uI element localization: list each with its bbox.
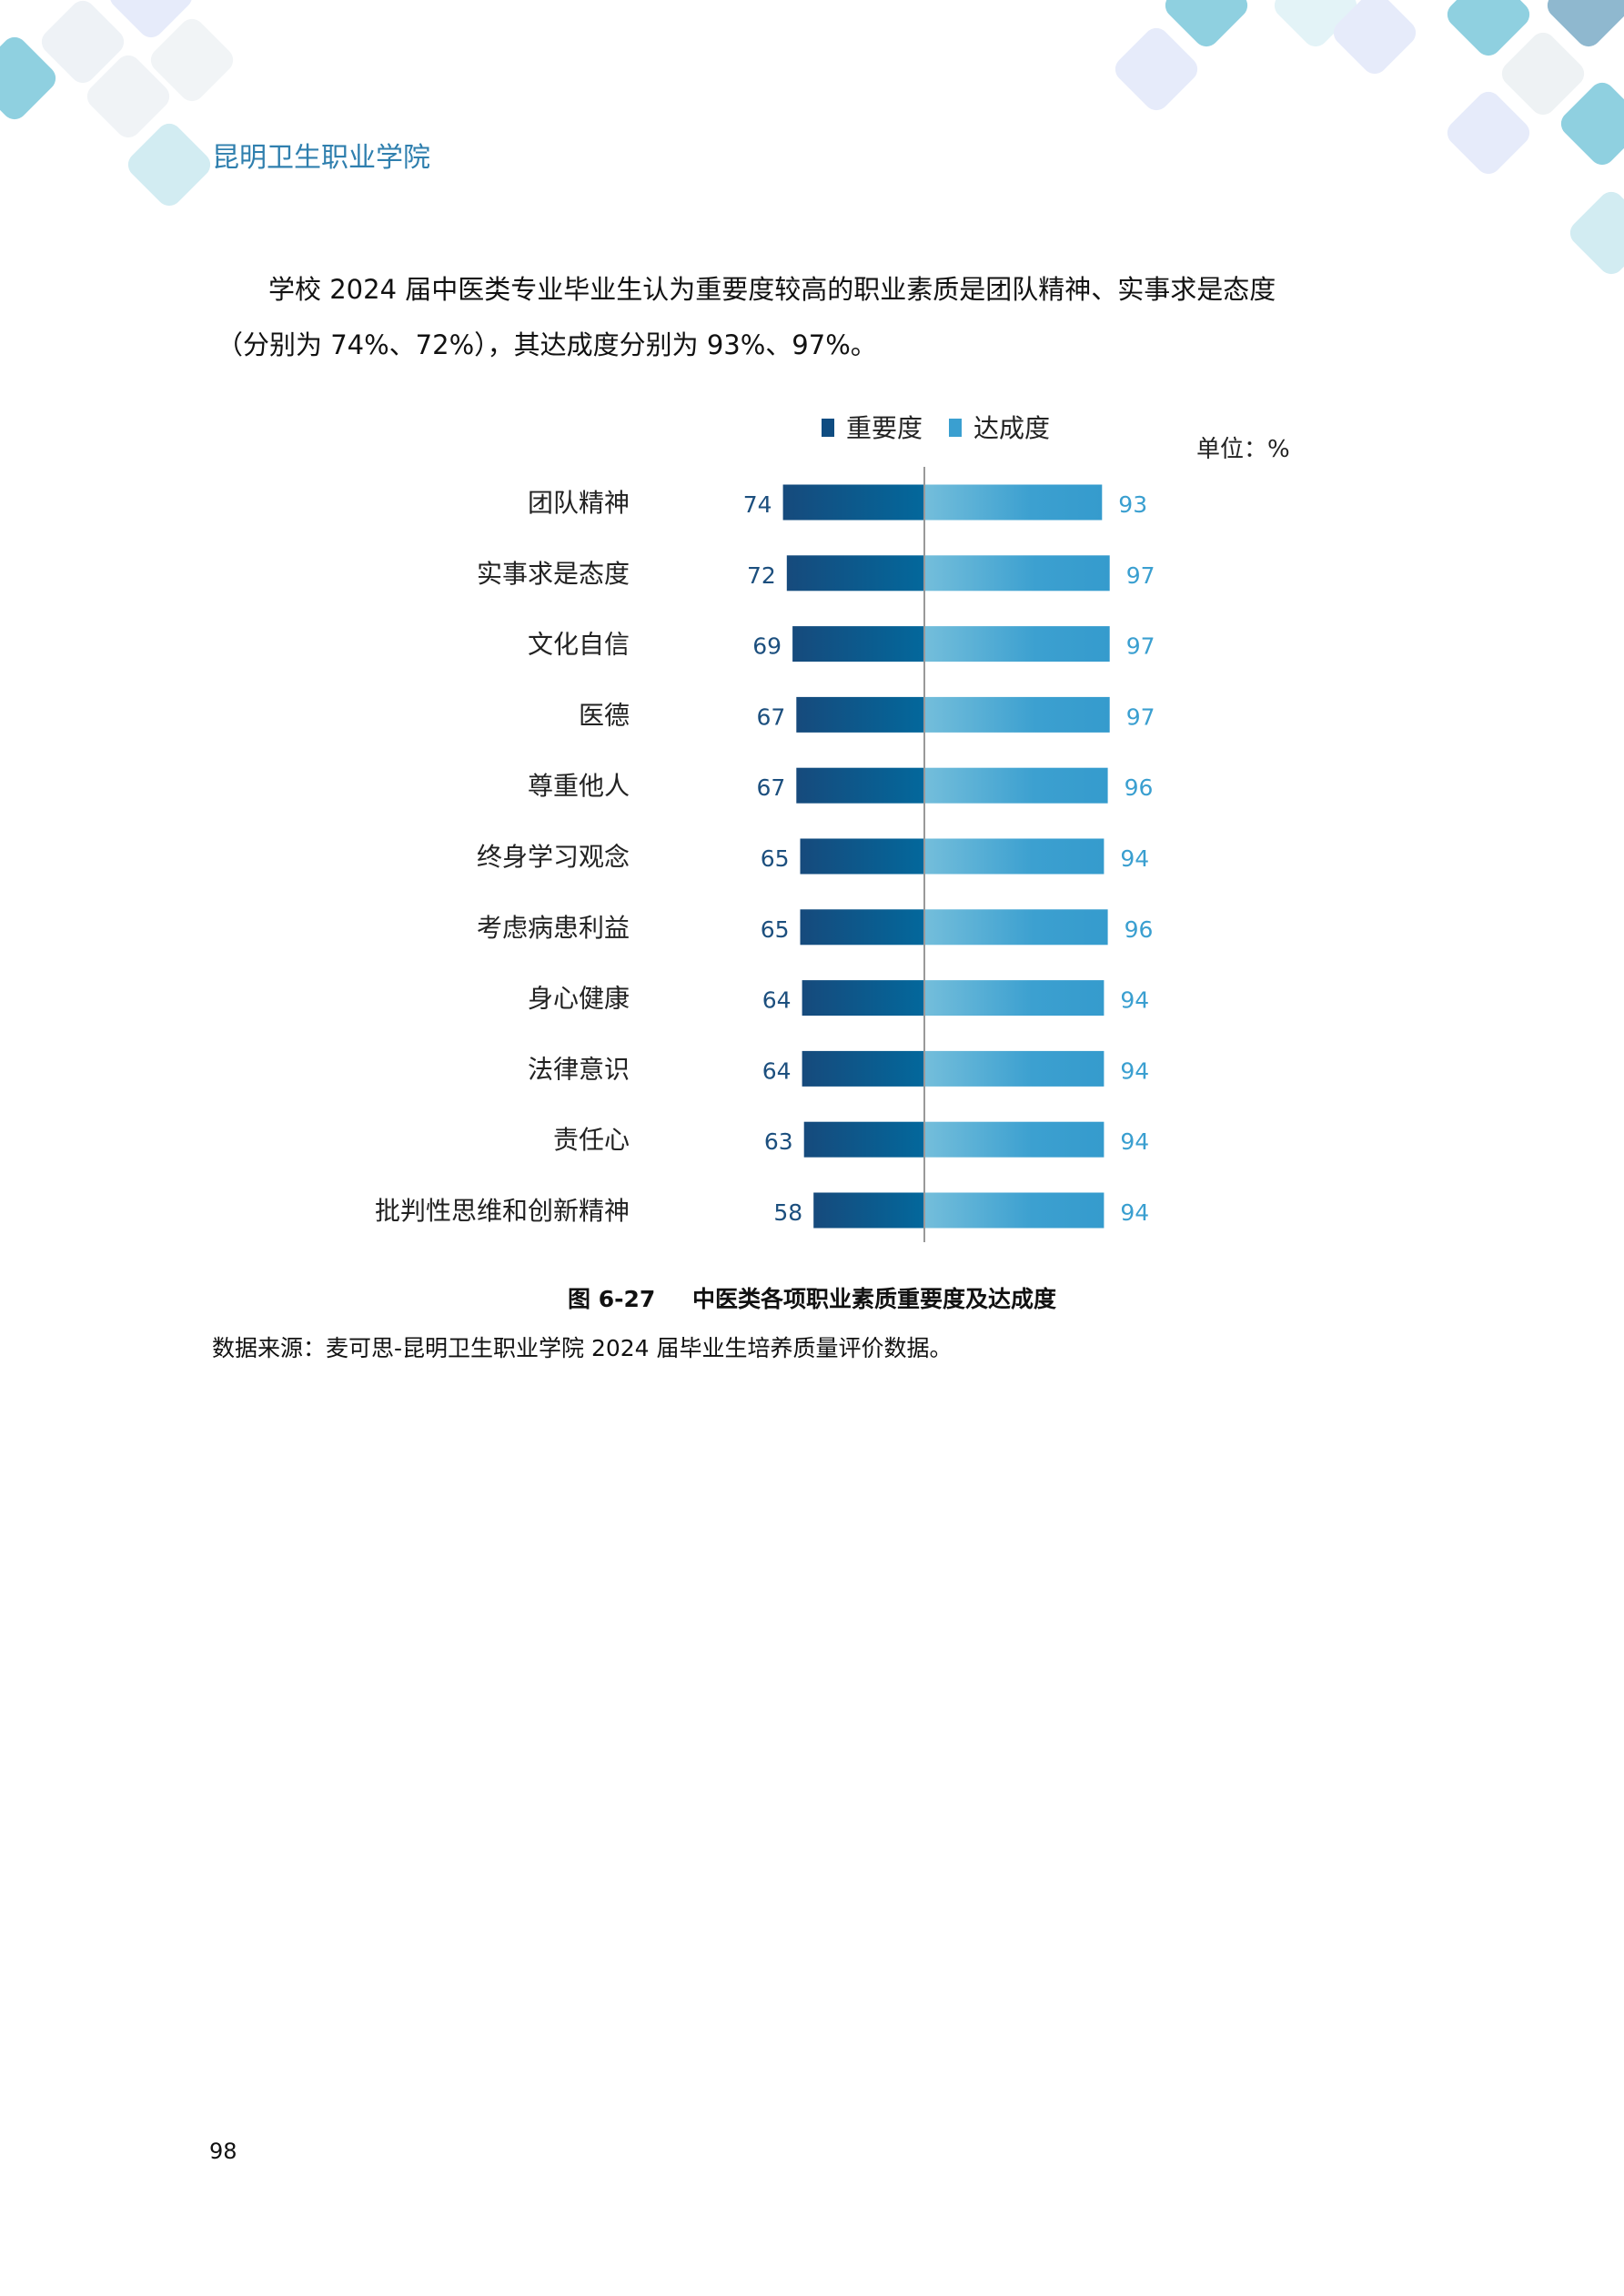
value-label-achievement: 96 [1125,774,1154,801]
value-label-importance: 65 [761,916,790,943]
bar-achievement [924,838,1105,875]
bar-importance [782,484,924,521]
bar-importance [796,696,924,733]
value-label-importance: 64 [762,987,792,1014]
bar-importance [792,626,924,663]
value-label-importance: 72 [747,562,776,589]
value-label-achievement: 97 [1126,703,1155,730]
category-label: 尊重他人 [528,771,630,801]
category-label: 考虑病患利益 [477,913,630,943]
bar-achievement [924,626,1110,663]
bar-importance [800,838,924,875]
category-label: 终身学习观念 [477,842,630,872]
bar-importance [802,1050,924,1087]
bar-achievement [924,484,1103,521]
bar-achievement [924,555,1110,592]
value-label-importance: 67 [756,774,785,801]
value-label-importance: 67 [756,703,785,730]
category-label: 身心健康 [528,984,630,1014]
category-label: 批判性思维和创新精神 [375,1196,630,1226]
header-title: 昆明卫生职业学院 [212,142,430,174]
value-label-importance: 69 [752,633,782,660]
paragraph-line: 学校 2024 届中医类专业毕业生认为重要度较高的职业素质是团队精神、实事求是态… [268,274,1276,305]
bar-achievement [924,1050,1105,1087]
value-label-achievement: 94 [1120,1199,1149,1226]
bar-achievement [924,1192,1105,1229]
figure-caption: 图 6-27 中医类各项职业素质重要度及达成度 [0,1281,1624,1314]
value-label-achievement: 97 [1126,633,1155,660]
category-label: 责任心 [553,1125,630,1155]
bar-achievement [924,1121,1105,1158]
value-label-achievement: 96 [1125,916,1154,943]
legend-label-importance: 重要度 [846,413,923,443]
category-label: 法律意识 [528,1054,630,1084]
legend-swatch-achievement [949,419,962,437]
category-label: 团队精神 [528,488,630,518]
data-source: 数据来源：麦可思-昆明卫生职业学院 2024 届毕业生培养质量评价数据。 [212,1335,953,1361]
value-label-importance: 65 [761,845,790,872]
bar-importance [796,767,924,804]
decorative-tile [1442,86,1535,179]
bar-achievement [924,767,1108,804]
category-label: 医德 [579,700,630,730]
body-paragraph: 学校 2024 届中医类专业毕业生认为重要度较高的职业素质是团队精神、实事求是态… [217,262,1417,373]
legend-label-achievement: 达成度 [973,413,1050,443]
bar-importance [786,555,924,592]
bar-importance [813,1192,924,1229]
bar-importance [800,909,924,946]
paragraph-line: （分别为 74%、72%），其达成度分别为 93%、97%。 [217,329,877,360]
value-label-achievement: 94 [1120,845,1149,872]
decorative-tile [1565,187,1624,279]
bar-importance [802,980,924,1017]
value-label-importance: 58 [773,1199,802,1226]
value-label-importance: 64 [762,1057,792,1084]
bar-achievement [924,980,1105,1017]
legend-swatch-importance [822,419,834,437]
value-label-importance: 63 [764,1128,793,1155]
value-label-achievement: 97 [1126,562,1155,589]
unit-label: 单位：% [1196,436,1290,463]
category-label: 实事求是态度 [477,559,630,589]
bar-importance [803,1121,924,1158]
page-number: 98 [209,2139,237,2164]
category-label: 文化自信 [528,630,630,660]
bar-achievement [924,909,1108,946]
decorative-tile [1110,23,1203,116]
bar-achievement [924,696,1110,733]
value-label-importance: 74 [743,491,772,518]
figure-number: 图 6-27 [568,1286,656,1312]
value-label-achievement: 94 [1120,1057,1149,1084]
value-label-achievement: 94 [1120,987,1149,1014]
value-label-achievement: 94 [1120,1128,1149,1155]
value-label-achievement: 93 [1118,491,1147,518]
figure-title: 中医类各项职业素质重要度及达成度 [691,1286,1056,1312]
